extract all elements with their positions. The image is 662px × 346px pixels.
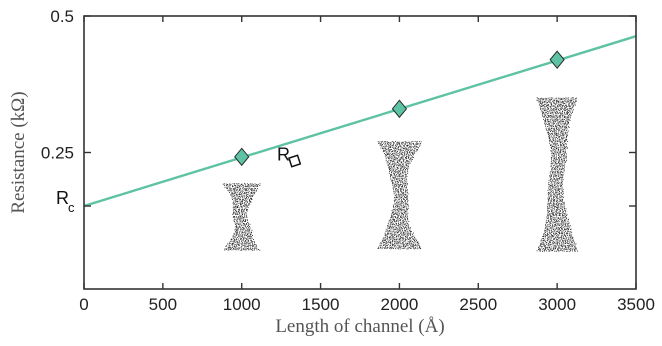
- rsq-square-icon: [288, 154, 302, 168]
- x-tick-label: 1000: [223, 295, 261, 314]
- channel-sketch-1: [222, 183, 261, 251]
- rc-label: R: [56, 188, 69, 208]
- channel-sketch-2: [377, 141, 422, 250]
- x-tick-label: 3500: [617, 295, 655, 314]
- y-axis-title: Resistance (kΩ): [8, 91, 29, 213]
- x-tick-label: 0: [79, 295, 88, 314]
- x-tick-label: 2500: [459, 295, 497, 314]
- x-tick-label: 1500: [302, 295, 340, 314]
- x-tick-label: 2000: [381, 295, 419, 314]
- x-tick-label: 3000: [538, 295, 576, 314]
- channel-sketch-dots: [222, 183, 261, 251]
- data-point-3: [549, 50, 565, 69]
- channel-sketch-dots: [377, 141, 422, 250]
- x-axis-title: Length of channel (Å): [275, 316, 444, 337]
- y-tick-label: 0.25: [41, 144, 74, 163]
- channel-sketch-dots: [536, 97, 578, 252]
- fit-line: [84, 35, 636, 208]
- rc-subscript: c: [68, 200, 75, 215]
- data-point-1: [234, 147, 250, 167]
- data-point-2: [391, 99, 408, 119]
- x-tick-label: 500: [149, 295, 177, 314]
- rsq-label: R: [277, 145, 290, 165]
- y-tick-label: 0.5: [50, 7, 74, 26]
- channel-sketch-3: [536, 97, 578, 252]
